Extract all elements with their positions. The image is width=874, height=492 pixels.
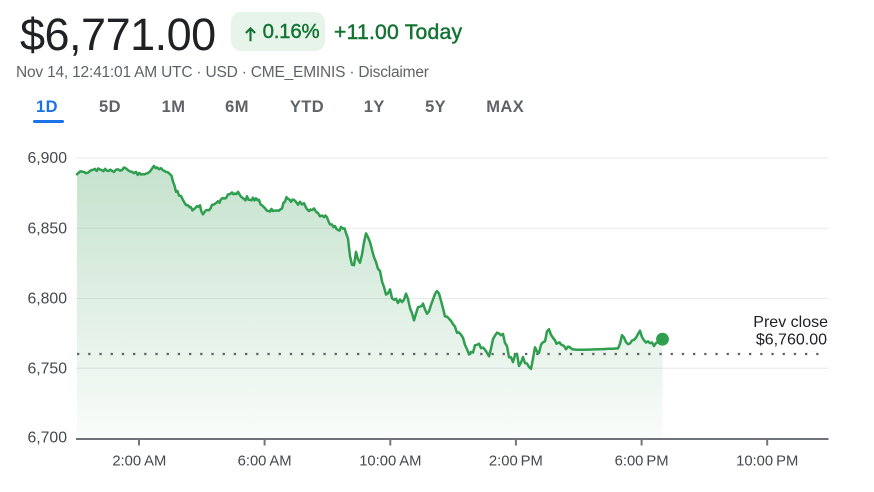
svg-text:$6,760.00: $6,760.00 xyxy=(756,332,827,349)
svg-text:6,800: 6,800 xyxy=(27,291,67,308)
svg-text:6:00 AM: 6:00 AM xyxy=(238,453,292,469)
svg-text:10:00 AM: 10:00 AM xyxy=(359,453,421,469)
svg-text:6,750: 6,750 xyxy=(27,360,67,377)
svg-text:10:00 PM: 10:00 PM xyxy=(736,453,798,469)
svg-text:6,900: 6,900 xyxy=(27,150,67,167)
svg-text:2:00 AM: 2:00 AM xyxy=(112,453,166,469)
svg-text:2:00 PM: 2:00 PM xyxy=(489,453,543,469)
svg-text:6,850: 6,850 xyxy=(27,220,67,237)
svg-text:Prev close: Prev close xyxy=(753,314,828,331)
svg-text:6:00 PM: 6:00 PM xyxy=(615,453,669,469)
svg-text:6,700: 6,700 xyxy=(27,429,67,446)
